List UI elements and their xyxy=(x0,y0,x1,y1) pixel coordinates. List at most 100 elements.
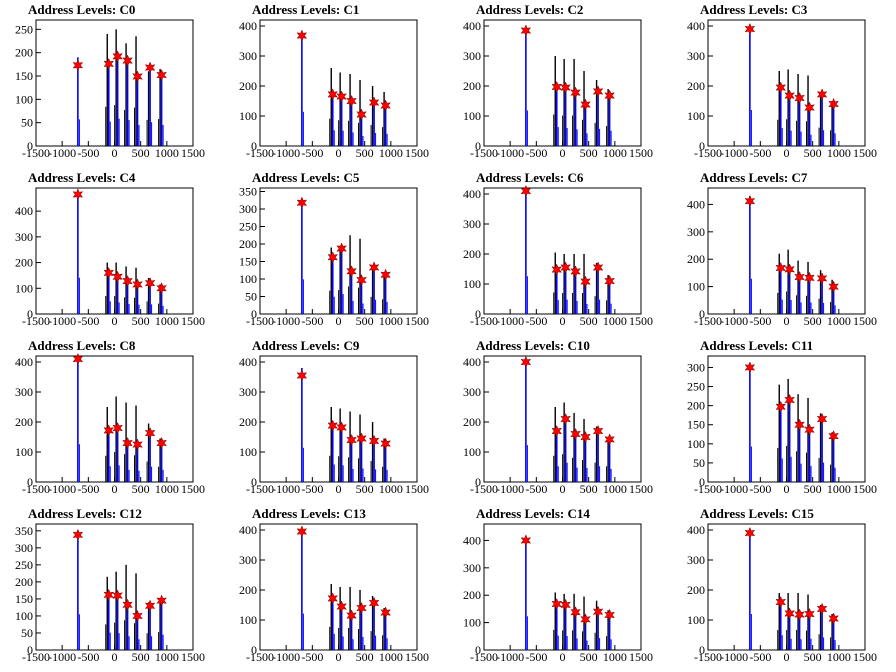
y-tick-label: 0 xyxy=(251,139,257,153)
x-tick-label: -1500 xyxy=(246,650,274,664)
y-tick-label: 0 xyxy=(27,475,33,489)
chart-panel-c14: Address Levels: C14 0 100 200 300 400 -1500 -10… xyxy=(448,504,672,672)
peak-marker xyxy=(327,251,339,264)
x-tick-label: -500 xyxy=(77,314,99,328)
peak-marker xyxy=(296,369,308,382)
peak-marker xyxy=(327,419,339,432)
y-tick-label: 400 xyxy=(687,19,705,33)
x-tick-label: 0 xyxy=(112,314,118,328)
x-tick-label: -500 xyxy=(77,482,99,496)
x-tick-label: -1000 xyxy=(720,146,748,160)
x-tick-label: 0 xyxy=(336,650,342,664)
peak-marker xyxy=(327,592,339,605)
x-tick-label: -1500 xyxy=(470,146,498,160)
chart-title: Address Levels: C6 xyxy=(476,170,584,185)
x-tick-label: 1500 xyxy=(629,482,653,496)
chart-svg: Address Levels: C11 0 50 100 150 200 250 300 -15… xyxy=(687,338,877,496)
x-tick-label: -1500 xyxy=(22,482,50,496)
chart-panel-c6: Address Levels: C6 0 100 200 300 400 -1500 -100… xyxy=(448,168,672,336)
y-tick-label: 100 xyxy=(239,109,257,123)
x-tick-label: -500 xyxy=(749,482,771,496)
peak-marker xyxy=(744,526,756,540)
peak-marker xyxy=(775,81,787,94)
x-tick-label: -500 xyxy=(301,314,323,328)
peak-marker xyxy=(72,188,84,201)
y-tick-label: 400 xyxy=(463,187,481,201)
peak-marker xyxy=(580,613,591,626)
peak-marker xyxy=(520,184,532,198)
x-tick-label: -1500 xyxy=(694,146,722,160)
y-tick-label: 100 xyxy=(463,445,481,459)
y-tick-label: 400 xyxy=(463,533,481,547)
x-tick-label: -500 xyxy=(301,146,323,160)
x-tick-label: 1000 xyxy=(603,146,627,160)
y-tick-label: 300 xyxy=(239,553,257,567)
x-tick-label: 1000 xyxy=(827,482,851,496)
peak-marker xyxy=(346,433,357,447)
x-tick-label: -1500 xyxy=(22,146,50,160)
peak-marker xyxy=(828,430,839,443)
chart-svg: Address Levels: C1 0 100 200 300 400 -1500-100… xyxy=(239,2,429,160)
x-tick-label: -1000 xyxy=(720,314,748,328)
peak-marker xyxy=(156,282,167,295)
peak-marker xyxy=(296,29,308,42)
x-tick-label: 500 xyxy=(132,146,150,160)
peak-marker xyxy=(580,430,591,444)
x-tick-label: -1500 xyxy=(470,314,498,328)
chart-svg: Address Levels: C8 0 100 200 300 400 -1500-100… xyxy=(15,338,205,496)
x-tick-label: -1500 xyxy=(246,146,274,160)
y-tick-label: 0 xyxy=(251,643,257,657)
peak-marker xyxy=(592,261,604,274)
x-tick-label: 500 xyxy=(132,650,150,664)
y-tick-label: 300 xyxy=(239,49,257,63)
y-tick-label: 400 xyxy=(239,523,257,537)
peak-marker xyxy=(592,424,604,438)
x-tick-label: 500 xyxy=(580,650,598,664)
peak-marker xyxy=(72,352,84,366)
y-tick-label: 400 xyxy=(239,355,257,369)
chart-svg: Address Levels: C10 0 100 200 300 400 -1500-10… xyxy=(463,338,653,496)
peak-marker xyxy=(794,270,805,284)
x-tick-label: 500 xyxy=(356,314,374,328)
peak-marker xyxy=(380,606,391,619)
x-tick-label: 1000 xyxy=(379,314,403,328)
peak-marker xyxy=(112,421,123,435)
peak-marker xyxy=(144,599,156,612)
y-tick-label: 100 xyxy=(687,437,705,451)
x-tick-label: -1000 xyxy=(496,314,524,328)
x-tick-label: 1500 xyxy=(853,314,877,328)
peak-marker xyxy=(828,280,839,293)
peak-marker xyxy=(560,81,571,94)
chart-title: Address Levels: C3 xyxy=(700,2,808,17)
chart-svg: Address Levels: C13 0 100 200 300 400 -1500-10… xyxy=(239,506,429,664)
peak-marker xyxy=(336,242,347,255)
x-tick-label: -1500 xyxy=(694,482,722,496)
y-tick-label: 0 xyxy=(699,139,705,153)
y-tick-label: 400 xyxy=(239,19,257,33)
plot-frame xyxy=(35,187,194,315)
y-tick-label: 50 xyxy=(245,290,257,304)
chart-panel-c7: Address Levels: C7 0 100 200 300 400 -1500 -100… xyxy=(672,168,896,336)
x-tick-label: -1500 xyxy=(246,314,274,328)
y-tick-label: 300 xyxy=(687,360,705,374)
chart-svg: Address Levels: C9 0 100 200 300 400 -1500-100… xyxy=(239,338,429,496)
x-tick-label: -1500 xyxy=(694,314,722,328)
chart-title: Address Levels: C12 xyxy=(28,506,142,521)
y-tick-label: 0 xyxy=(475,139,481,153)
y-tick-label: 200 xyxy=(15,575,33,589)
y-tick-label: 300 xyxy=(239,385,257,399)
peak-marker xyxy=(775,400,787,413)
x-tick-label: 1500 xyxy=(181,650,205,664)
y-tick-label: 300 xyxy=(239,202,257,216)
x-tick-label: 500 xyxy=(580,482,598,496)
peak-marker xyxy=(775,261,787,275)
chart-svg: Address Levels: C4 0 100 200 300 400 -1500-100… xyxy=(15,170,205,328)
y-tick-label: 200 xyxy=(463,588,481,602)
peak-marker xyxy=(828,612,839,625)
x-tick-label: 1000 xyxy=(827,314,851,328)
y-tick-label: 300 xyxy=(687,553,705,567)
x-tick-label: 1500 xyxy=(181,482,205,496)
x-tick-label: -1000 xyxy=(272,482,300,496)
peak-marker xyxy=(604,274,615,288)
y-tick-label: 250 xyxy=(15,558,33,572)
